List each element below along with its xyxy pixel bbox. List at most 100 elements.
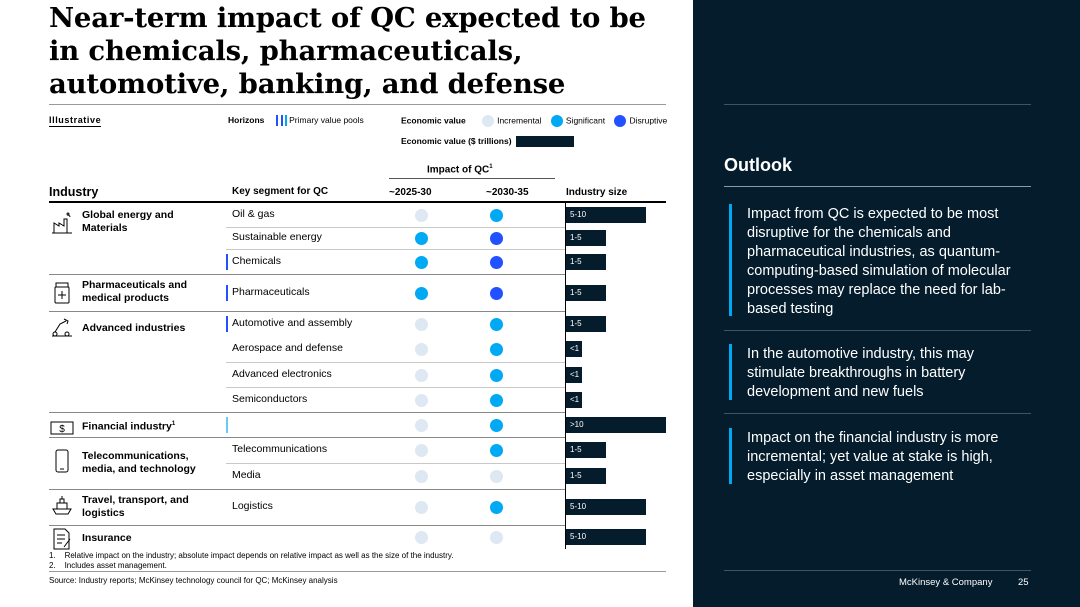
segment-label: Oil & gas xyxy=(232,207,275,220)
incremental-dot-icon xyxy=(482,115,495,127)
industry-label: Financial industry1 xyxy=(82,418,222,434)
impact-dot-2030-35 xyxy=(490,470,503,483)
impact-dot-2030-35 xyxy=(490,317,503,331)
industry-size-label: 5-10 xyxy=(570,532,587,541)
economic-value-trillions-label: Economic value ($ trillions) xyxy=(401,136,512,146)
segment-label: Sustainable energy xyxy=(232,231,322,243)
segment-label: Logistics xyxy=(232,500,273,512)
industry-size-label: >10 xyxy=(570,419,584,429)
industry-name: Advanced industries xyxy=(82,322,186,334)
industry-size-bar: 5-10 xyxy=(566,529,646,545)
industry-size-bar: 1-5 xyxy=(566,315,606,332)
outlook-point-1-accent xyxy=(729,204,732,316)
title-divider xyxy=(49,104,666,105)
industry-label: Advanced industries xyxy=(82,322,222,335)
industry-size-label: 5-10 xyxy=(570,209,587,219)
significant-dot-icon xyxy=(550,115,563,127)
segment-divider xyxy=(226,387,565,388)
segment-label: Aerospace and defense xyxy=(232,342,343,354)
impact-dot-2025-30 xyxy=(415,531,428,544)
page-number: 25 xyxy=(1018,577,1029,588)
outlook-point-3-accent xyxy=(729,428,732,484)
col-h2-header: ~2030-35 xyxy=(486,187,529,198)
industry-size-label: <1 xyxy=(570,394,580,404)
impact-dot-2025-30 xyxy=(415,368,428,382)
industry-footnote-marker: 1 xyxy=(171,421,176,427)
impact-dot-2025-30 xyxy=(415,343,428,356)
segment-label: Semiconductors xyxy=(232,392,308,405)
medicine-icon xyxy=(50,281,74,305)
impact-dot-2025-30 xyxy=(415,393,428,407)
outlook-title: Outlook xyxy=(724,155,792,175)
impact-dot-2025-30 xyxy=(415,208,428,222)
industry-size-bar: >10 xyxy=(566,416,666,433)
industry-size-label: 1-5 xyxy=(570,256,582,266)
primary-value-pools-label: Primary value pools xyxy=(289,115,364,125)
industry-size-bar: <1 xyxy=(566,366,582,383)
impact-dot-2030-35 xyxy=(490,393,503,407)
trillions-scale-bar xyxy=(515,136,574,148)
significant-label: Significant xyxy=(565,115,606,126)
industry-label: Telecommunications, media, and technolog… xyxy=(82,450,212,476)
primary-pool-mark-icon xyxy=(275,115,278,127)
disruptive-label: Disruptive xyxy=(629,115,668,126)
document-pen-icon xyxy=(50,527,74,551)
economic-value-legend: Economic value Incremental Significant D… xyxy=(401,115,667,127)
outlook-point-2-accent xyxy=(729,344,732,400)
ship-icon xyxy=(50,494,74,518)
panel-bottom-rule xyxy=(724,570,1031,571)
industry-label: Pharmaceuticals and medical products xyxy=(82,279,222,305)
page-title: Near-term impact of QC expected to be in… xyxy=(49,2,646,100)
industry-size-label: <1 xyxy=(570,369,580,379)
impact-dot-2030-35 xyxy=(490,501,503,514)
segment-divider xyxy=(226,463,565,464)
smartphone-icon xyxy=(50,449,74,473)
horizons-label: Horizons xyxy=(228,115,265,125)
industry-size-bar: 1-5 xyxy=(566,230,606,246)
industry-size-bar: 5-10 xyxy=(566,499,646,515)
size-axis-line xyxy=(565,202,566,549)
impact-dot-2030-35 xyxy=(490,208,503,222)
segment-divider xyxy=(226,362,565,363)
horizons-legend: Horizons Primary value pools xyxy=(228,115,364,127)
industry-size-bar: <1 xyxy=(566,391,582,408)
economic-value-label: Economic value xyxy=(401,115,466,126)
industry-size-bar: 1-5 xyxy=(566,253,606,270)
col-industry-header: Industry xyxy=(49,185,99,199)
segment-label: Media xyxy=(232,469,261,481)
incremental-label: Incremental xyxy=(497,115,542,126)
outlook-title-rule xyxy=(724,186,1031,187)
industry-size-bar: <1 xyxy=(566,341,582,357)
industry-label: Global energy and Materials xyxy=(82,209,212,235)
industry-label: Travel, transport, and logistics xyxy=(82,494,222,520)
col-h1-header: ~2025-30 xyxy=(389,187,432,198)
footnote-2: 2. Includes asset management. xyxy=(49,561,167,570)
impact-dot-2025-30 xyxy=(415,255,428,269)
impact-dot-2030-35 xyxy=(490,444,503,457)
impact-dot-2030-35 xyxy=(490,286,503,300)
illustrative-label: Illustrative xyxy=(49,115,102,127)
outlook-panel xyxy=(693,0,1080,607)
impact-dot-2025-30 xyxy=(415,232,428,245)
industry-size-label: 1-5 xyxy=(570,471,582,480)
economic-value-trillions-legend: Economic value ($ trillions) xyxy=(401,136,574,148)
dollar-bill-icon: $ xyxy=(50,416,74,440)
segment-label: Telecommunications xyxy=(232,443,328,455)
industry-name: Travel, transport, and logistics xyxy=(82,494,189,519)
robot-arm-icon xyxy=(50,315,74,339)
segment-divider xyxy=(226,227,565,228)
industry-name: Pharmaceuticals and medical products xyxy=(82,279,188,304)
impact-dot-2025-30 xyxy=(415,501,428,514)
industry-size-label: 1-5 xyxy=(570,233,582,242)
disruptive-dot-icon xyxy=(614,115,627,127)
primary-value-pool-mark xyxy=(226,315,228,332)
primary-pool-mark-icon xyxy=(280,115,283,127)
segment-divider xyxy=(226,249,565,250)
panel-top-rule xyxy=(724,104,1031,105)
industry-divider xyxy=(49,437,566,438)
primary-pool-mark-icon xyxy=(284,115,287,127)
industry-size-label: 1-5 xyxy=(570,318,582,328)
primary-value-pool-mark xyxy=(226,416,228,433)
industry-divider xyxy=(49,311,566,312)
industry-name: Telecommunications, media, and technolog… xyxy=(82,450,196,475)
